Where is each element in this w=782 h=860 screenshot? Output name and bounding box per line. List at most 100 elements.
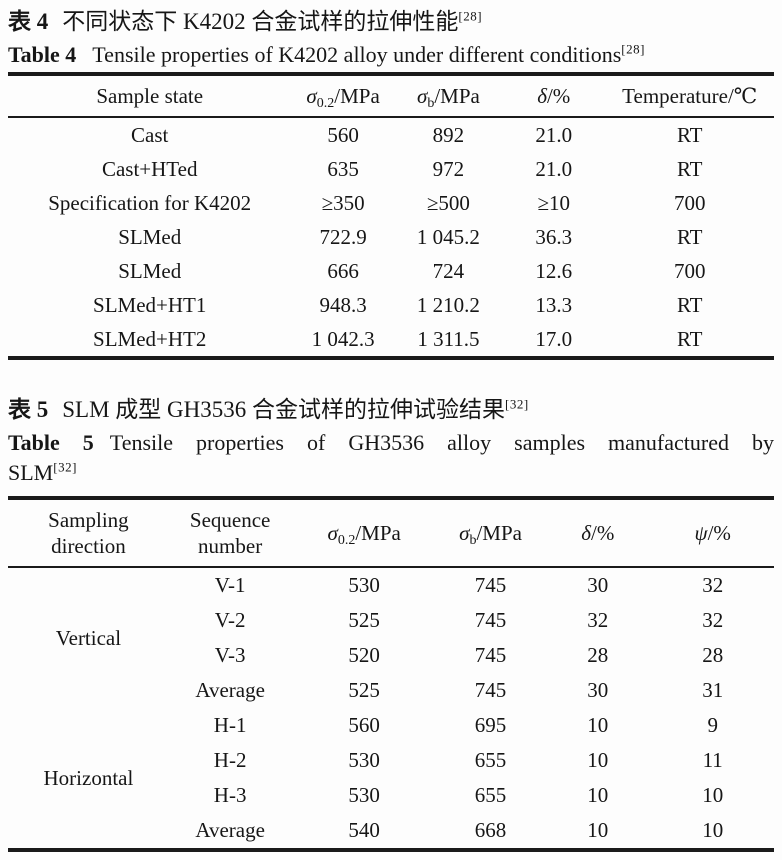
cell-sample-state: Specification for K4202 — [48, 190, 252, 215]
table4-col-sample-state: Sample state — [8, 74, 292, 118]
cell: 745 — [474, 678, 507, 702]
cell: 36.3 — [535, 224, 573, 249]
cell-sample-state: SLMed+HT2 — [93, 326, 207, 351]
cell: RT — [676, 224, 703, 249]
cell: 28 — [587, 643, 609, 667]
cell: 32 — [587, 608, 609, 632]
cell: 1 042.3 — [311, 326, 375, 351]
cell: 540 — [348, 818, 380, 842]
cell: 948.3 — [319, 292, 367, 317]
cell-sample-state: SLMed — [118, 258, 182, 283]
cell: 28 — [702, 643, 724, 667]
cell: RT — [676, 292, 703, 317]
table-row: Average 540 668 10 10 — [8, 813, 774, 850]
cell-sequence: V-1 — [214, 573, 246, 597]
cell: 700 — [673, 258, 706, 283]
cell: 635 — [327, 156, 359, 181]
table-row: Vertical V-1 530 745 30 32 — [8, 567, 774, 650]
cell: 525 — [348, 678, 380, 702]
cell: 10 — [587, 713, 609, 737]
cell: ≥10 — [537, 190, 571, 215]
cell: 17.0 — [535, 326, 573, 351]
cell-sequence: H-1 — [213, 713, 247, 737]
table5-col-sigmab: σb/MPa — [436, 498, 545, 568]
cell: 724 — [432, 258, 465, 283]
cell: 530 — [348, 748, 380, 772]
cell: 13.3 — [535, 292, 573, 317]
table4-col-sigma02: σ0.2/MPa — [291, 74, 395, 118]
table5-caption-en-ref: [32] — [53, 459, 77, 475]
table5-caption-en-text: Tensile properties of GH3536 alloy sampl… — [109, 430, 774, 455]
cell-sample-state: Cast — [131, 122, 169, 147]
cell: 745 — [474, 608, 507, 632]
table5-caption-zh-ref: [32] — [505, 396, 529, 412]
cell: 21.0 — [535, 122, 573, 147]
table4-header-row: Sample state σ0.2/MPa σb/MPa δ/% Tempera… — [8, 74, 774, 118]
table-row: Specification for K4202 ≥350 ≥500 ≥10 70… — [8, 186, 774, 220]
direction-cell-horizontal: Horizontal — [43, 765, 134, 790]
cell: 10 — [702, 818, 724, 842]
cell: 745 — [474, 573, 507, 597]
cell: RT — [676, 122, 703, 147]
table4-caption-en-label: Table 4 — [8, 42, 77, 67]
cell: RT — [676, 326, 703, 351]
table-row: H-3 530 655 10 10 — [8, 778, 774, 813]
table5-caption-en-line1: Table 5 Tensile properties of GH3536 allo… — [8, 428, 774, 458]
cell: RT — [676, 156, 703, 181]
table5-section: 表 5 SLM 成型 GH3536 合金试样的拉伸试验结果[32] Table 5… — [8, 394, 774, 852]
cell: 530 — [348, 783, 380, 807]
cell: 892 — [432, 122, 465, 147]
table5-caption-en-line2: SLM[32] — [8, 459, 77, 485]
table4: Sample state σ0.2/MPa σb/MPa δ/% Tempera… — [8, 72, 774, 360]
table4-caption-zh-ref: [28] — [458, 8, 483, 24]
cell-sequence: H-3 — [213, 783, 247, 807]
cell: 668 — [474, 818, 507, 842]
cell-sample-state: SLMed+HT1 — [93, 292, 207, 317]
table-row: SLMed 666 724 12.6 700 — [8, 254, 774, 288]
cell: 655 — [474, 783, 507, 807]
cell: 10 — [587, 818, 609, 842]
table-row: H-2 530 655 10 11 — [8, 743, 774, 778]
cell-sample-state: SLMed — [118, 224, 182, 249]
cell: 700 — [673, 190, 706, 215]
cell: 12.6 — [535, 258, 573, 283]
cell-sequence: Average — [195, 818, 265, 842]
cell: 666 — [327, 258, 359, 283]
cell: 1 210.2 — [416, 292, 480, 317]
cell: 525 — [348, 608, 380, 632]
table5-col-sigma02: σ0.2/MPa — [291, 498, 437, 568]
cell: 560 — [327, 122, 359, 147]
table-row: Average 525 745 30 31 — [8, 673, 774, 708]
cell: 10 — [587, 783, 609, 807]
table4-col-delta: δ/% — [502, 74, 606, 118]
cell: 9 — [707, 713, 718, 737]
cell-sequence: V-2 — [214, 608, 246, 632]
table-row: SLMed+HT1 948.3 1 210.2 13.3 RT — [8, 288, 774, 322]
cell: 10 — [702, 783, 724, 807]
table4-caption-en-text: Tensile properties of K4202 alloy under … — [92, 42, 622, 67]
table5-col-sequence-number: Sequence number — [168, 498, 292, 568]
cell: 520 — [348, 643, 380, 667]
table4-caption-en-ref: [28] — [621, 41, 645, 57]
table5-caption-zh-label: 表 5 — [8, 397, 49, 422]
cell: 32 — [702, 573, 724, 597]
table5-col-sampling-direction: Sampling direction — [8, 498, 169, 568]
cell: 695 — [474, 713, 507, 737]
cell: 30 — [587, 678, 609, 702]
cell: 560 — [348, 713, 380, 737]
table4-col-temperature: Temperature/℃ — [605, 74, 774, 118]
table5: Sampling direction Sequence number σ0.2/… — [8, 496, 774, 852]
cell-sequence: H-2 — [213, 748, 247, 772]
cell: 972 — [432, 156, 465, 181]
cell: 655 — [474, 748, 507, 772]
table-row: V-2 525 745 32 32 — [8, 603, 774, 638]
cell-sequence: V-3 — [214, 643, 246, 667]
table-row: V-3 520 745 28 28 — [8, 638, 774, 673]
table-row: Cast 560 892 21.0 RT — [8, 117, 774, 152]
cell: ≥350 — [321, 190, 365, 215]
cell: 21.0 — [535, 156, 573, 181]
table4-col-sigmab: σb/MPa — [394, 74, 503, 118]
table4-caption-zh-text: 不同状态下 K4202 合金试样的拉伸性能 — [62, 9, 459, 34]
cell: ≥500 — [426, 190, 470, 215]
